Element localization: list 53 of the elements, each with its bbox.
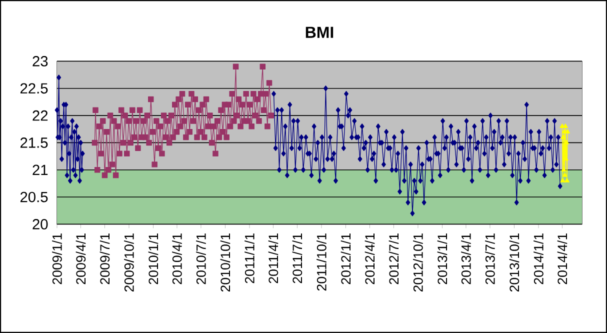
point (80, 167, 84, 173)
x-tick-label: 2013/4/1 (461, 234, 471, 284)
point (54, 107, 60, 113)
point (60, 156, 64, 162)
x-tick-label: 2012/10/1 (413, 234, 423, 292)
x-tick-label: 2011/4/1 (268, 234, 278, 284)
x-tick-label: 2013/7/1 (485, 234, 495, 284)
x-tick-label: 2012/1/1 (340, 234, 351, 284)
point (66, 124, 70, 130)
x-tick-label: 2009/4/1 (76, 234, 86, 284)
x-tick-label: 2014/1/1 (534, 234, 544, 284)
point (75, 156, 80, 162)
point (80, 150, 85, 156)
x-tick-label: 2009/7/1 (100, 234, 110, 284)
y-tick-label: 21 (32, 164, 48, 175)
x-tick-label: 2010/7/1 (196, 234, 206, 284)
point (72, 128, 77, 135)
point (70, 118, 75, 124)
point (560, 134, 566, 139)
x-tick-label: 2011/1/1 (244, 234, 254, 284)
x-tick-label: 2011/7/1 (292, 234, 302, 284)
y-tick-label: 23 (32, 56, 48, 66)
y-tick-label: 22.5 (20, 83, 48, 94)
x-tick-label: 2009/10/1 (124, 234, 134, 292)
point (60, 124, 66, 130)
point (58, 118, 63, 124)
point (68, 178, 72, 184)
point (62, 140, 68, 146)
x-tick-label: 2013/10/1 (509, 234, 520, 292)
y-tick-label: 20 (32, 219, 48, 230)
y-tick-label: 20.5 (20, 192, 48, 202)
x-tick-label: 2013/1/1 (437, 234, 448, 284)
x-tick-label: 2010/10/1 (220, 234, 230, 292)
point (560, 178, 566, 182)
point (66, 150, 72, 156)
x-tick-label: 2010/4/1 (172, 234, 182, 284)
x-tick-label: 2014/4/1 (557, 234, 568, 284)
y-tick-label: 21.5 (20, 138, 48, 148)
x-tick-label: 2010/1/1 (148, 234, 158, 284)
point (77, 178, 82, 184)
x-tick-label: 2009/1/1 (52, 234, 62, 284)
point (73, 172, 78, 178)
x-tick-label: 2012/7/1 (388, 234, 399, 284)
point (561, 167, 566, 172)
point (74, 124, 79, 130)
x-tick-label: 2012/4/1 (364, 234, 375, 284)
point (56, 74, 62, 80)
point (564, 178, 570, 182)
chart-title: BMI (306, 26, 334, 38)
point (562, 172, 568, 177)
y-tick-label: 22 (32, 110, 48, 121)
point (64, 172, 70, 178)
x-tick-label: 2011/10/1 (316, 234, 326, 291)
